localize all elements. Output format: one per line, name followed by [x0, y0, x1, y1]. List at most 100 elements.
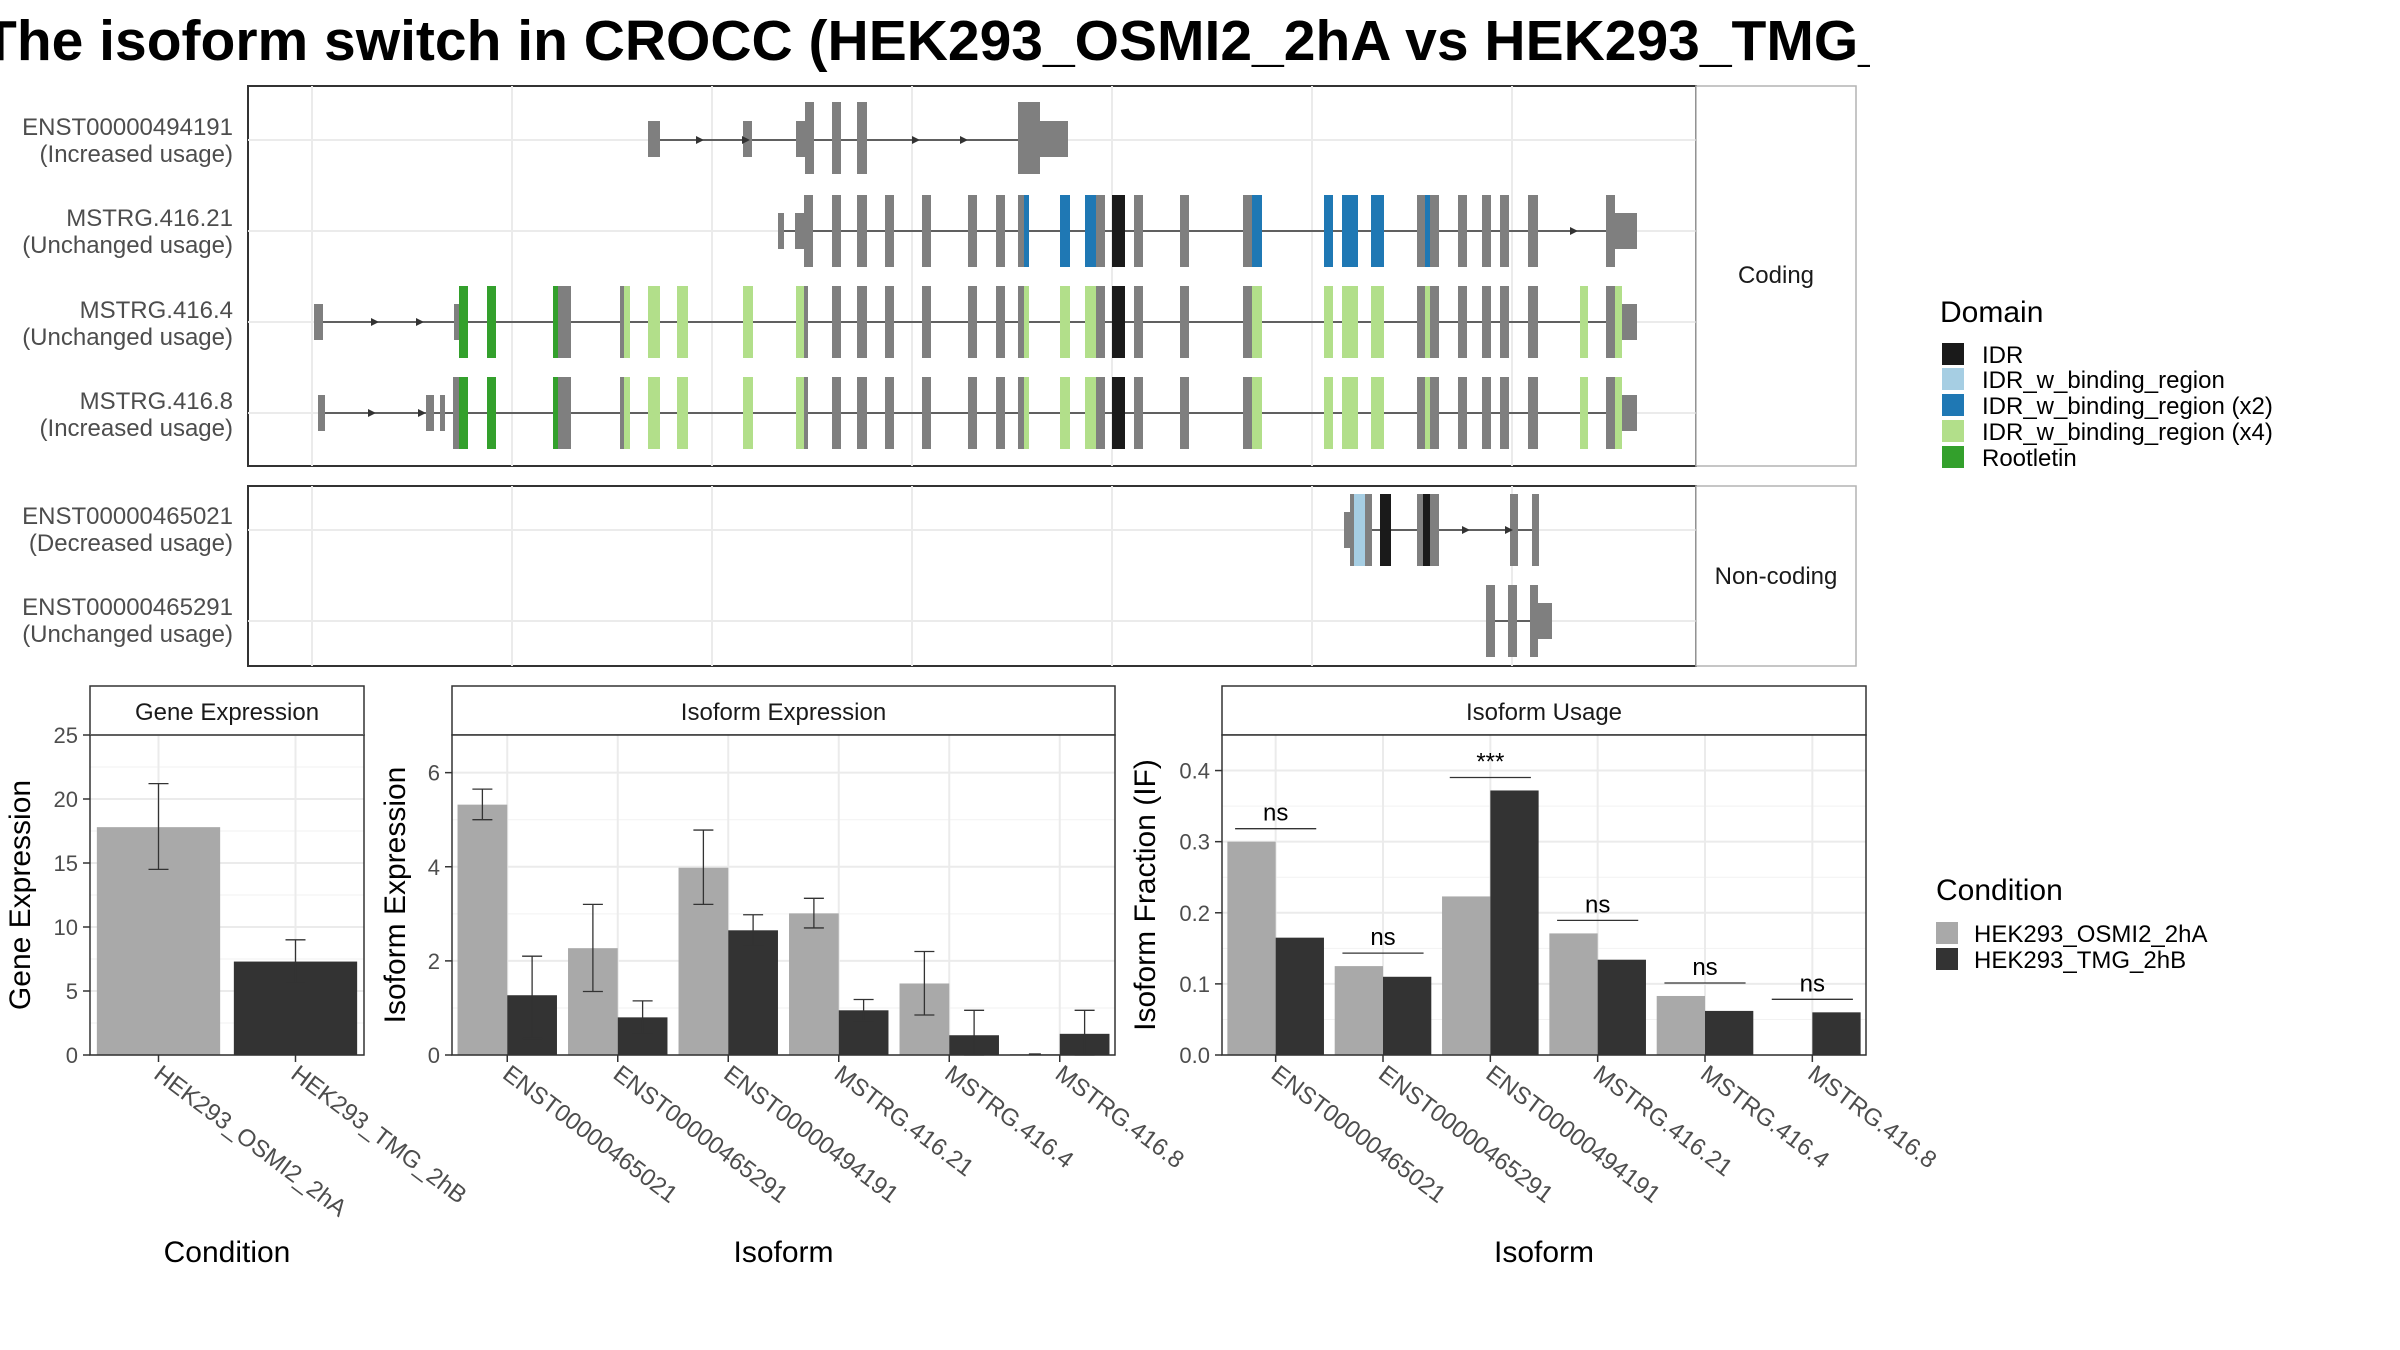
legend-key-HEK293_OSMI2_2hA [1936, 922, 1958, 944]
transcript-MSTRG.416.4 [314, 286, 1637, 358]
bar [1812, 1012, 1861, 1055]
plot-area [452, 735, 1115, 1055]
bar [1656, 995, 1705, 1055]
figure-title-text: The isoform switch in CROCC (HEK293_OSMI… [0, 9, 1870, 73]
y-tick-label: 0.1 [1179, 972, 1210, 997]
noncoding-strip [1695, 485, 1857, 667]
panel-strip [451, 685, 1116, 736]
significance-label: ns [1585, 891, 1610, 918]
legend-key-IDR_w_binding_region-x2 [1942, 394, 1964, 416]
y-tick-label: 4 [428, 855, 440, 880]
significance-label: ns [1800, 970, 1825, 997]
significance-label: ns [1370, 924, 1395, 951]
isoform-usage-panel: Isoform Usage 0.0 0.1 0.2 0.3 0.4 ns ns *** ns ns n… [1129, 685, 1941, 1269]
x-axis-title: Isoform [733, 1236, 833, 1269]
y-tick-label: 6 [428, 761, 440, 786]
y-axis-title: Isoform Fraction (IF) [1129, 759, 1162, 1031]
figure-title: The isoform switch in CROCC (HEK293_OSMI… [0, 0, 1870, 80]
bar [1334, 966, 1383, 1055]
track-usage-MSTRG.416.8: (Increased usage) [40, 415, 233, 442]
y-tick-label: 25 [54, 723, 78, 748]
transcript-ENST00000465021 [1344, 494, 1539, 566]
coding-track-labels: ENST00000494191 (Increased usage) MSTRG.… [22, 114, 233, 442]
x-tick-label: ENST00000465021 [1266, 1060, 1451, 1208]
panel-strip [1221, 685, 1867, 736]
isoform-expression-panel: Isoform Expression0246ENST00000465021ENS… [379, 685, 1189, 1269]
track-usage-MSTRG.416.21: (Unchanged usage) [22, 232, 233, 259]
y-tick-label: 0.2 [1179, 901, 1210, 926]
y-tick-label: 0.3 [1179, 830, 1210, 855]
legend-label-Rootletin: Rootletin [1982, 445, 2077, 472]
y-tick-label: 0 [428, 1043, 440, 1068]
bar [1490, 790, 1539, 1055]
transcript-ENST00000465291 [1486, 585, 1552, 657]
x-axis-title: Condition [164, 1236, 291, 1269]
bar [1442, 896, 1491, 1055]
x-axis-title: Isoform [1494, 1236, 1594, 1269]
legend-key-Rootletin [1942, 446, 1964, 468]
track-label-ENST00000465291: ENST00000465291 [22, 594, 233, 621]
bar [728, 930, 778, 1055]
track-label-MSTRG.416.4: MSTRG.416.4 [80, 297, 233, 324]
y-tick-label: 0 [66, 1043, 78, 1068]
y-tick-label: 0.0 [1179, 1043, 1210, 1068]
track-label-MSTRG.416.8: MSTRG.416.8 [80, 388, 233, 415]
coding-strip-label: Coding [1738, 262, 1814, 289]
track-usage-ENST00000465021: (Decreased usage) [29, 530, 233, 557]
legend-label-IDR_w_binding_region-x2: IDR_w_binding_region (x2) [1982, 393, 2273, 420]
track-label-ENST00000494191: ENST00000494191 [22, 114, 233, 141]
legend-label-HEK293_OSMI2_2hA: HEK293_OSMI2_2hA [1974, 921, 2207, 948]
noncoding-panel: Non-coding ENST00000465021 (Decreased us… [22, 485, 1857, 667]
bar [457, 804, 508, 1055]
y-tick-label: 5 [66, 979, 78, 1004]
coding-strip [1695, 85, 1857, 467]
x-tick-label: ENST00000465291 [1373, 1060, 1558, 1208]
transcript-MSTRG.416.21 [778, 195, 1637, 267]
domain-legend-title: Domain [1940, 296, 2043, 329]
legend-label-IDR: IDR [1982, 342, 2023, 369]
legend-label-IDR_w_binding_region: IDR_w_binding_region [1982, 367, 2225, 394]
bar [1227, 841, 1276, 1055]
y-tick-label: 15 [54, 851, 78, 876]
transcript-MSTRG.416.8 [318, 377, 1637, 449]
y-tick-label: 10 [54, 915, 78, 940]
transcript-ENST00000494191 [648, 102, 1068, 174]
bar [789, 913, 839, 1055]
y-tick-label: 0.4 [1179, 759, 1210, 784]
panel-title: Gene Expression [135, 699, 319, 726]
legend-key-IDR [1942, 343, 1964, 365]
condition-legend-title: Condition [1936, 874, 2063, 907]
bar [1597, 959, 1646, 1055]
track-label-ENST00000465021: ENST00000465021 [22, 503, 233, 530]
domain-legend: Domain IDR IDR_w_binding_region IDR_w_bi… [1940, 296, 2273, 472]
legend-label-IDR_w_binding_region-x4: IDR_w_binding_region (x4) [1982, 419, 2273, 446]
noncoding-track-labels: ENST00000465021 (Decreased usage) ENST00… [22, 503, 233, 648]
y-tick-label: 2 [428, 949, 440, 974]
bar [1383, 976, 1432, 1055]
y-axis-title: Isoform Expression [379, 767, 412, 1024]
coding-panel: Coding ENST00000494191 (Increased usage)… [22, 85, 1857, 467]
bar [1705, 1010, 1754, 1055]
bar [1275, 937, 1324, 1055]
track-usage-ENST00000494191: (Increased usage) [40, 141, 233, 168]
y-tick-label: 20 [54, 787, 78, 812]
legend-key-HEK293_TMG_2hB [1936, 948, 1958, 970]
track-label-MSTRG.416.21: MSTRG.416.21 [66, 205, 233, 232]
significance-label: ns [1692, 954, 1717, 981]
panel-title: Isoform Expression [681, 699, 886, 726]
legend-label-HEK293_TMG_2hB: HEK293_TMG_2hB [1974, 947, 2186, 974]
x-tick-label: ENST00000494191 [1481, 1060, 1666, 1208]
significance-label: *** [1476, 748, 1504, 775]
panel-border [1221, 734, 1867, 1056]
track-usage-MSTRG.416.4: (Unchanged usage) [22, 324, 233, 351]
condition-legend: Condition HEK293_OSMI2_2hA HEK293_TMG_2h… [1936, 874, 2207, 974]
panel-strip [89, 685, 365, 736]
noncoding-strip-label: Non-coding [1715, 563, 1838, 590]
bar [1549, 933, 1598, 1055]
panel-title: Isoform Usage [1466, 699, 1622, 726]
legend-key-IDR_w_binding_region-x4 [1942, 420, 1964, 442]
y-axis-title: Gene Expression [4, 780, 37, 1010]
significance-label: ns [1263, 800, 1288, 827]
legend-key-IDR_w_binding_region [1942, 368, 1964, 390]
